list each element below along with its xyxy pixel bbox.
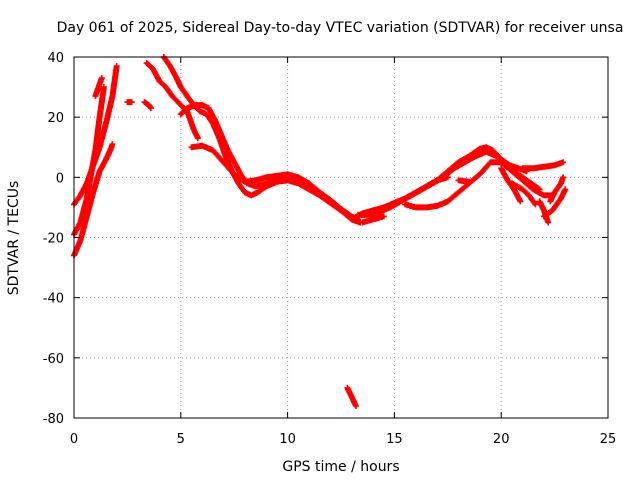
x-tick-label: 5 [177,432,185,447]
data-marks [547,174,567,205]
data-marks [455,177,473,185]
data-marks [344,384,359,409]
chart-title: Day 061 of 2025, Sidereal Day-to-day VTE… [57,20,624,36]
data-series-track-n [359,213,387,226]
data-marks [188,142,362,223]
data-series-track-v [547,174,567,205]
x-tick-label: 25 [600,432,617,447]
y-tick-label: 20 [47,111,64,126]
data-series-track-d [92,75,105,100]
y-axis-label: SDTVAR / TECUs [6,181,22,296]
data-marks [124,99,135,106]
data-marks [508,180,539,208]
data-series-track-e [124,99,135,106]
data-series-track-k [344,384,359,409]
x-tick-label: 0 [70,432,78,447]
data-series-track-q [455,177,473,185]
y-tick-label: -20 [43,232,64,247]
data-series-track-p [423,174,451,190]
y-tick-label: -40 [43,292,64,307]
x-axis-label: GPS time / hours [282,459,399,475]
y-tick-label: -80 [43,412,64,427]
data-series-track-t [519,159,567,172]
tick-layer: 0 5 10 15 20 25 -80 -60 -40 -20 0 20 40 [43,51,617,447]
x-tick-label: 20 [493,432,510,447]
data-marks [423,174,451,190]
x-tick-label: 10 [279,432,296,447]
data-marks [402,159,556,211]
data-layer [71,54,569,409]
data-marks [92,75,105,100]
data-series-track-j [188,142,362,223]
data-marks [141,99,154,112]
data-series-track-o [402,159,556,211]
data-marks [519,159,567,172]
data-series-track-w [540,186,569,220]
data-series-track-s [508,180,539,208]
data-marks [359,213,387,226]
y-tick-label: 40 [47,51,64,66]
y-tick-label: -60 [43,352,64,367]
y-tick-label: 0 [56,171,64,186]
data-series-track-g [141,99,154,112]
data-marks [540,186,569,220]
x-tick-label: 15 [386,432,403,447]
